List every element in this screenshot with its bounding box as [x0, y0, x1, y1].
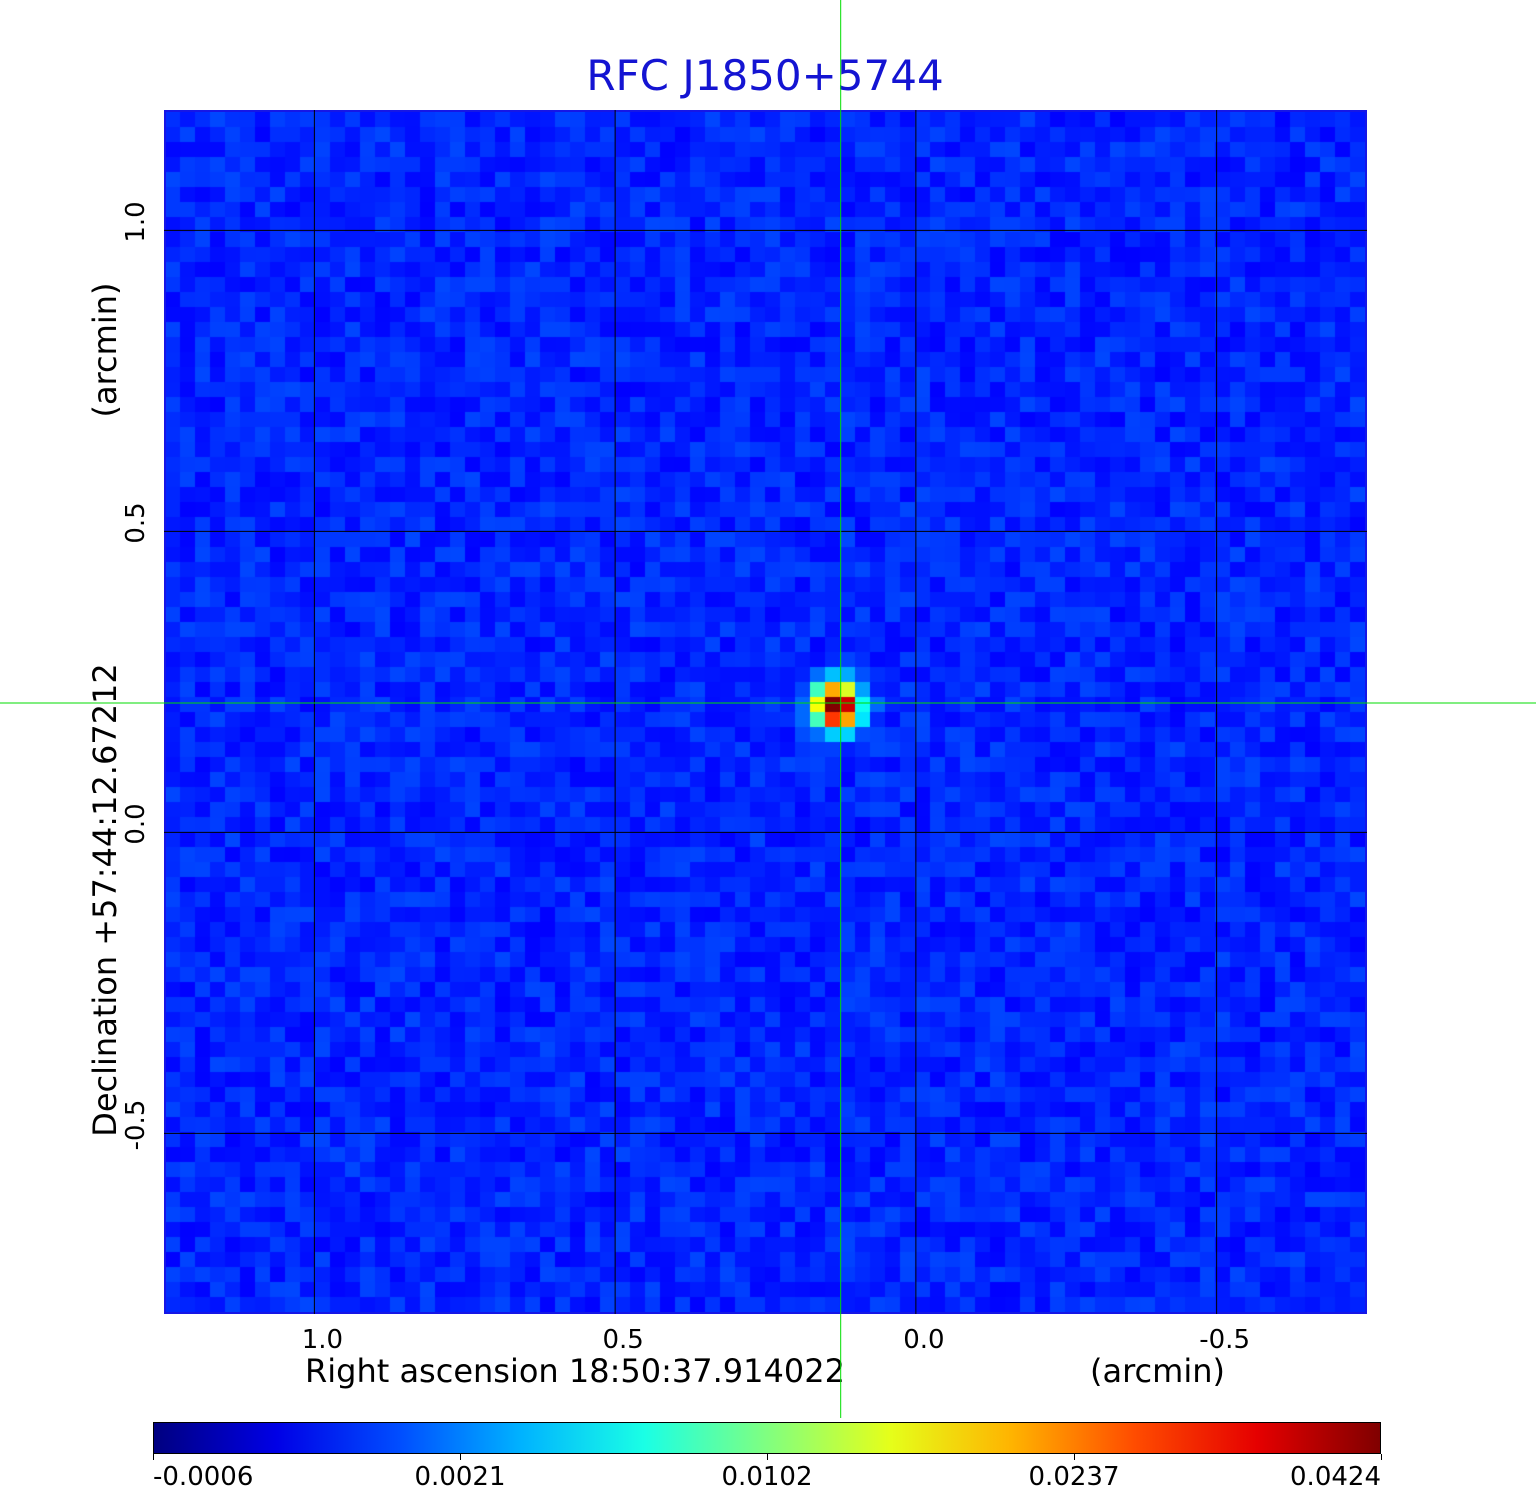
y-tick-label: -0.5	[121, 1100, 151, 1151]
plot-area	[164, 110, 1367, 1314]
x-axis-unit: (arcmin)	[1090, 1352, 1225, 1390]
colorbar-tick-label: -0.0006	[153, 1462, 254, 1492]
y-tick-label: 1.0	[121, 201, 151, 244]
y-axis-unit: (arcmin)	[86, 282, 124, 418]
y-tick-label: 0.0	[121, 803, 151, 846]
chart-title: RFC J1850+5744	[586, 51, 944, 100]
colorbar-tick-mark	[1381, 1454, 1382, 1460]
y-tick-label: 0.5	[121, 502, 151, 545]
colorbar-tick-label: 0.0102	[721, 1462, 813, 1492]
x-axis-label: Right ascension 18:50:37.914022	[305, 1352, 845, 1390]
colorbar-tick-mark	[1074, 1454, 1075, 1460]
colorbar-tick-label: 0.0237	[1028, 1462, 1120, 1492]
intensity-heatmap	[166, 112, 1365, 1312]
colorbar-tick-mark	[767, 1454, 768, 1460]
x-tick-label: 0.5	[602, 1325, 644, 1355]
colorbar-tick-mark	[460, 1454, 461, 1460]
x-tick-label: -0.5	[1199, 1325, 1250, 1355]
x-tick-label: 1.0	[301, 1325, 344, 1355]
x-tick-label: 0.0	[903, 1325, 945, 1355]
colorbar	[153, 1422, 1381, 1454]
colorbar-tick-label: 0.0021	[414, 1462, 506, 1492]
y-axis-label: Declination +57:44:12.67212	[86, 663, 124, 1137]
colorbar-tick-mark	[153, 1454, 154, 1460]
colorbar-tick-label: 0.0424	[1290, 1462, 1381, 1492]
